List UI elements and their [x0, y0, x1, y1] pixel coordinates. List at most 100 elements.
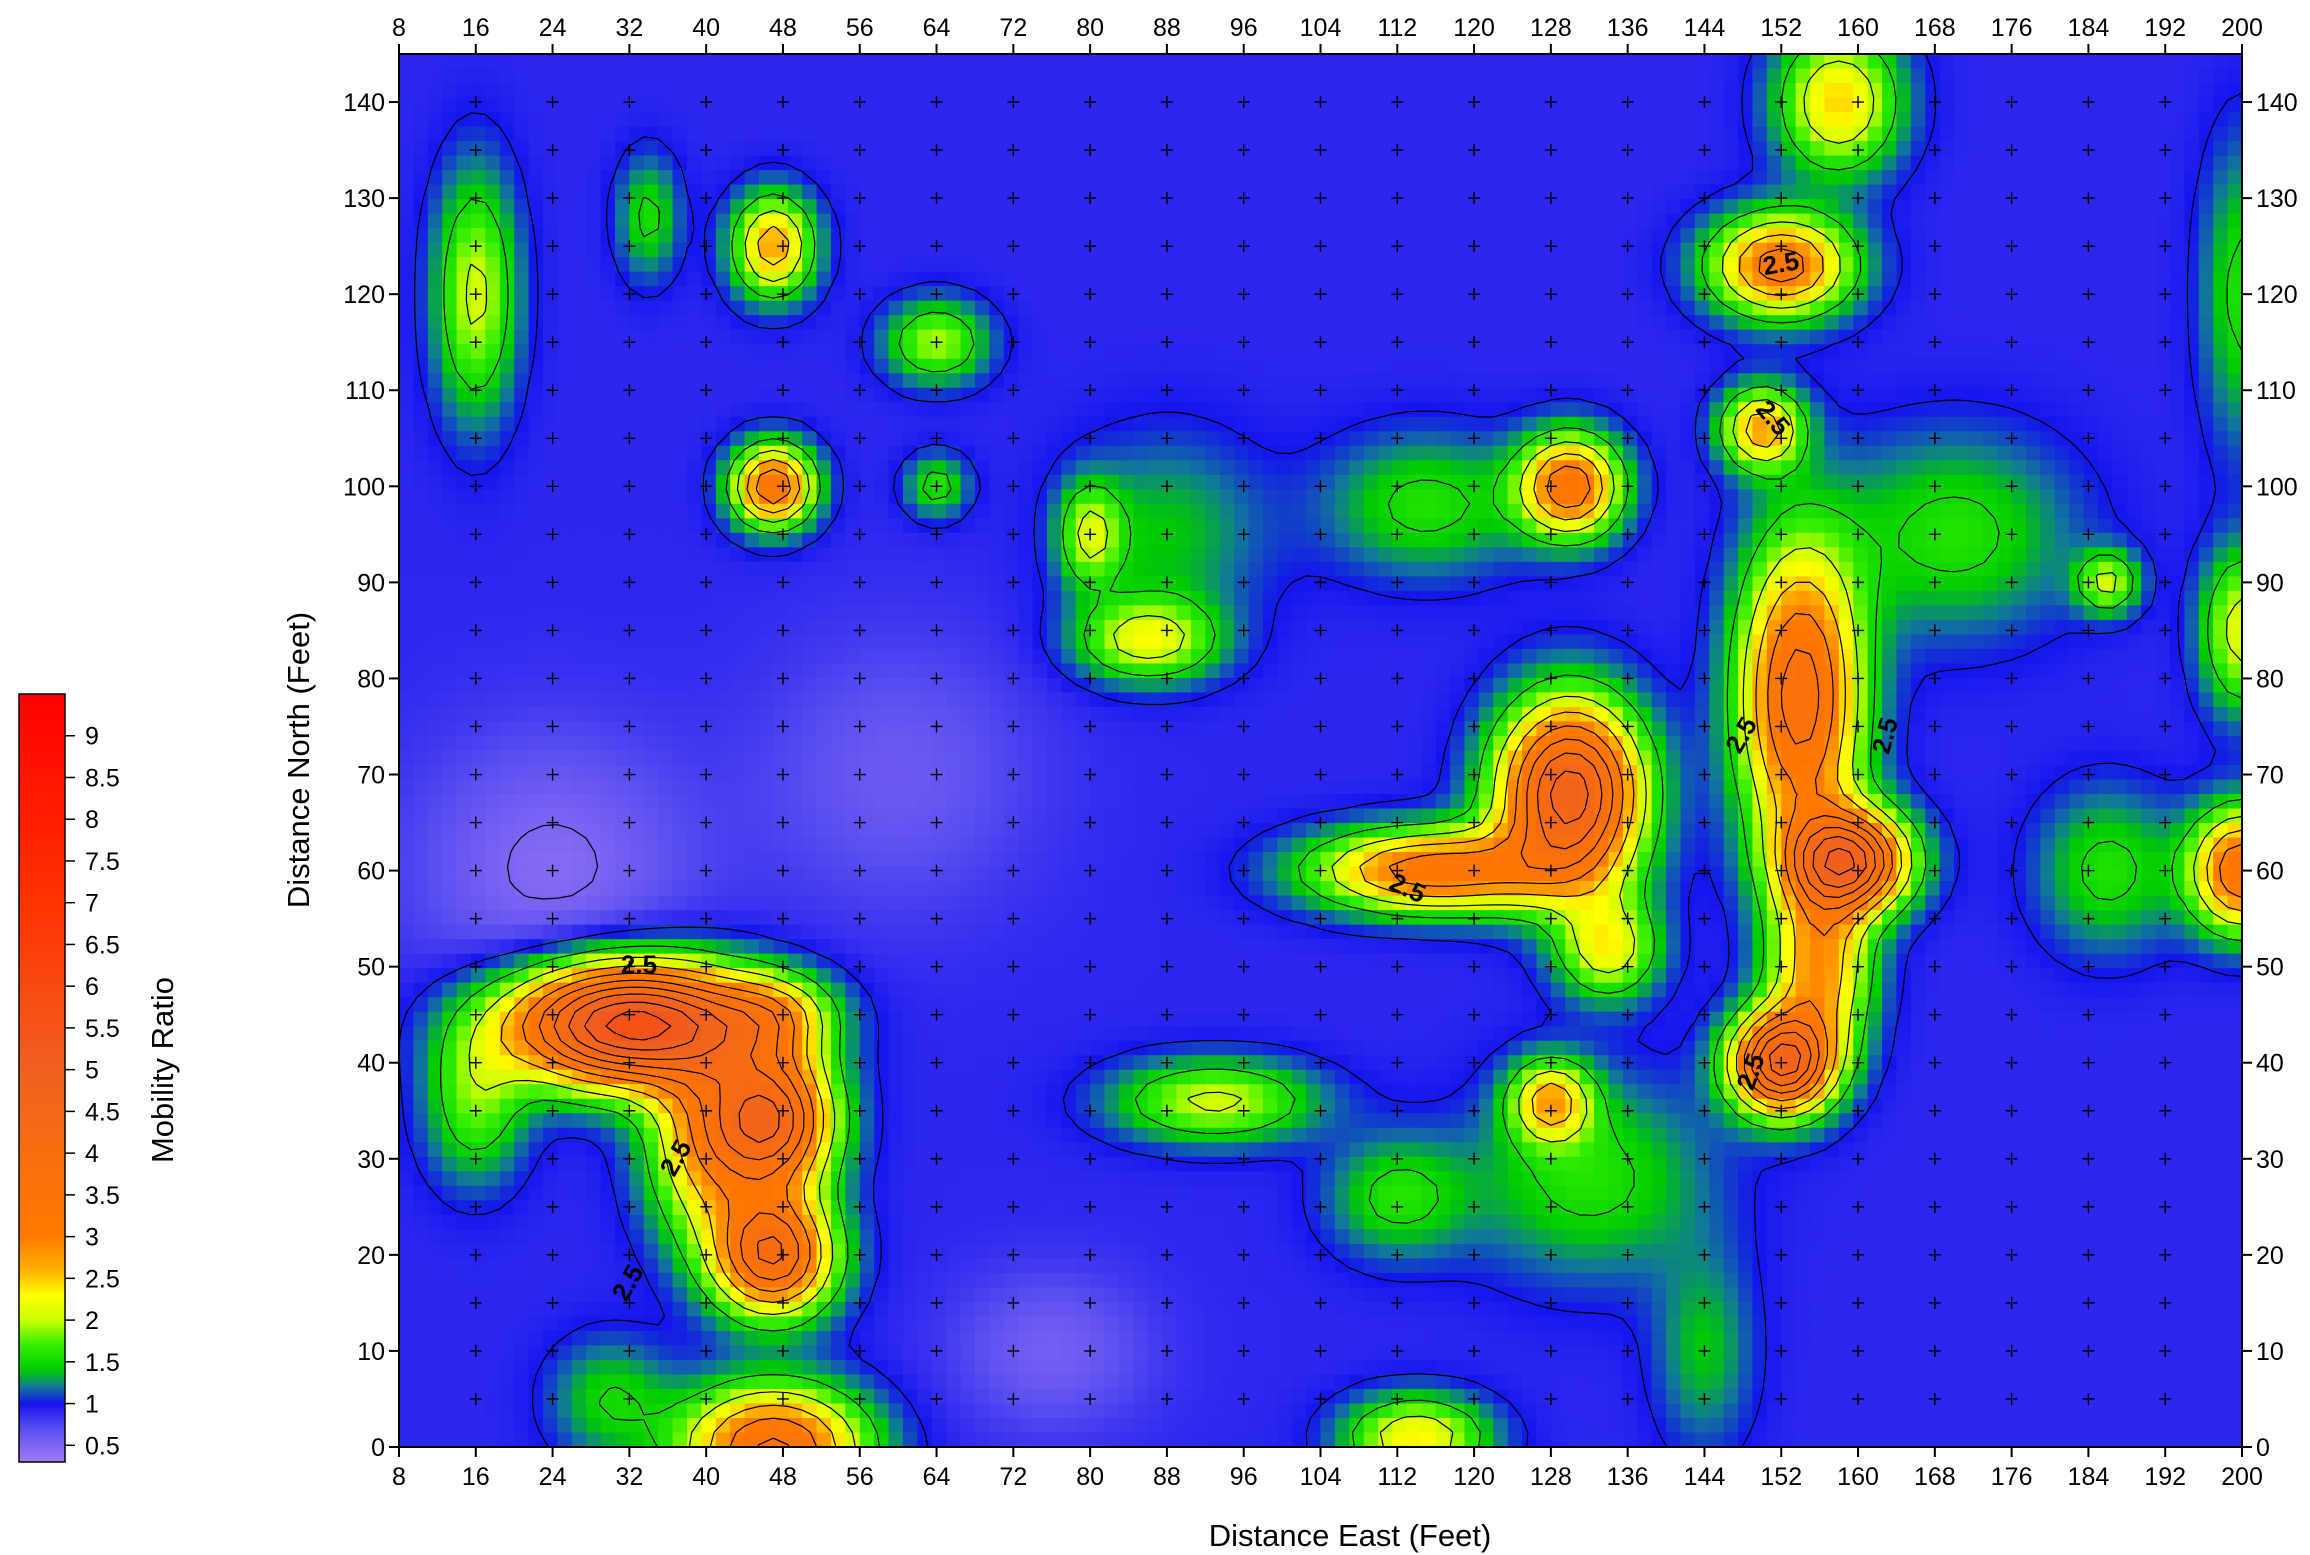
- heatmap-cell: [514, 373, 530, 389]
- heatmap-cell: [1277, 126, 1293, 142]
- heatmap-cell: [730, 242, 746, 258]
- heatmap-cell: [845, 329, 861, 345]
- heatmap-cell: [1594, 286, 1610, 302]
- heatmap-cell: [816, 387, 832, 403]
- heatmap-cell: [1190, 112, 1206, 128]
- heatmap-cell: [1565, 184, 1581, 200]
- heatmap-cell: [1896, 83, 1912, 99]
- heatmap-cell: [1363, 257, 1379, 273]
- heatmap-cell: [672, 503, 688, 519]
- heatmap-cell: [1392, 141, 1408, 157]
- heatmap-cell: [413, 431, 429, 447]
- heatmap-cell: [1622, 228, 1638, 244]
- heatmap-cell: [413, 141, 429, 157]
- heatmap-cell: [1550, 199, 1566, 215]
- heatmap-cell: [2170, 445, 2186, 461]
- heatmap-cell: [1522, 184, 1538, 200]
- heatmap-cell: [1392, 300, 1408, 316]
- heatmap-cell: [399, 358, 414, 374]
- heatmap-cell: [888, 532, 904, 548]
- heatmap-cell: [413, 271, 429, 287]
- heatmap-cell: [1190, 242, 1206, 258]
- heatmap-cell: [614, 561, 630, 577]
- heatmap-cell: [1939, 387, 1955, 403]
- heatmap-cell: [2141, 329, 2157, 345]
- heatmap-cell: [1392, 213, 1408, 229]
- heatmap-cell: [1104, 112, 1120, 128]
- heatmap-cell: [1262, 68, 1278, 84]
- heatmap-cell: [730, 141, 746, 157]
- heatmap-cell: [1622, 257, 1638, 273]
- heatmap-cell: [1176, 358, 1192, 374]
- heatmap-cell: [1939, 68, 1955, 84]
- heatmap-cell: [1176, 257, 1192, 273]
- heatmap-cell: [528, 590, 544, 606]
- heatmap-cell: [1781, 199, 1797, 215]
- heatmap-cell: [730, 126, 746, 142]
- heatmap-cell: [1032, 474, 1048, 490]
- heatmap-cell: [1190, 344, 1206, 360]
- heatmap-cell: [2184, 387, 2200, 403]
- heatmap-cell: [1608, 83, 1624, 99]
- heatmap-cell: [1234, 605, 1250, 621]
- heatmap-cell: [413, 576, 429, 592]
- heatmap-cell: [1694, 97, 1710, 113]
- heatmap-cell: [1046, 170, 1062, 186]
- heatmap-cell: [2213, 329, 2229, 345]
- heatmap-cell: [1406, 184, 1422, 200]
- heatmap-cell: [1838, 83, 1854, 99]
- heatmap-cell: [2198, 155, 2214, 171]
- heatmap-cell: [1594, 547, 1610, 563]
- heatmap-cell: [1651, 489, 1667, 505]
- heatmap-cell: [658, 358, 674, 374]
- heatmap-cell: [960, 83, 976, 99]
- heatmap-cell: [1824, 242, 1840, 258]
- heatmap-cell: [413, 387, 429, 403]
- heatmap-cell: [456, 242, 472, 258]
- heatmap-cell: [1896, 199, 1912, 215]
- heatmap-cell: [1133, 387, 1149, 403]
- heatmap-cell: [1262, 431, 1278, 447]
- heatmap-cell: [1248, 576, 1264, 592]
- heatmap-cell: [1363, 68, 1379, 84]
- heatmap-cell: [802, 489, 818, 505]
- heatmap-cell: [1594, 199, 1610, 215]
- heatmap-cell: [1478, 605, 1494, 621]
- heatmap-cell: [1622, 518, 1638, 534]
- heatmap-cell: [974, 445, 990, 461]
- heatmap-cell: [1018, 300, 1034, 316]
- heatmap-cell: [557, 605, 573, 621]
- heatmap-cell: [1709, 257, 1725, 273]
- heatmap-cell: [1421, 257, 1437, 273]
- heatmap-cell: [456, 387, 472, 403]
- heatmap-cell: [1522, 155, 1538, 171]
- heatmap-cell: [1248, 300, 1264, 316]
- heatmap-cell: [787, 126, 803, 142]
- heatmap-cell: [1910, 576, 1926, 592]
- heatmap-cell: [557, 213, 573, 229]
- heatmap-cell: [773, 257, 789, 273]
- heatmap-cell: [974, 184, 990, 200]
- heatmap-cell: [917, 83, 933, 99]
- heatmap-cell: [629, 445, 645, 461]
- heatmap-cell: [1421, 68, 1437, 84]
- heatmap-cell: [773, 402, 789, 418]
- heatmap-cell: [859, 547, 875, 563]
- heatmap-cell: [1896, 474, 1912, 490]
- heatmap-cell: [1925, 329, 1941, 345]
- heatmap-cell: [1277, 518, 1293, 534]
- heatmap-cell: [1061, 199, 1077, 215]
- heatmap-cell: [1234, 576, 1250, 592]
- heatmap-cell: [600, 126, 616, 142]
- heatmap-cell: [1190, 489, 1206, 505]
- heatmap-cell: [1219, 576, 1235, 592]
- heatmap-cell: [2026, 547, 2042, 563]
- heatmap-cell: [816, 561, 832, 577]
- heatmap-cell: [2083, 445, 2099, 461]
- heatmap-cell: [1306, 590, 1322, 606]
- heatmap-cell: [1046, 358, 1062, 374]
- heatmap-cell: [1090, 184, 1106, 200]
- heatmap-cell: [2155, 155, 2171, 171]
- heatmap-cell: [1608, 547, 1624, 563]
- heatmap-cell: [2098, 228, 2114, 244]
